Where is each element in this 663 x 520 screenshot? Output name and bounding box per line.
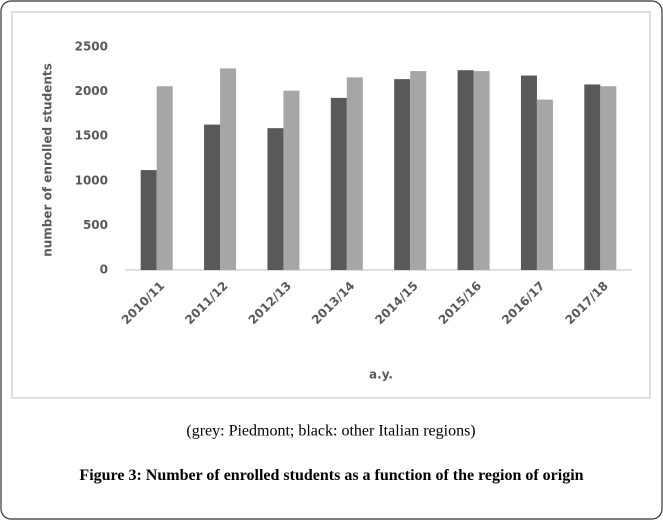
y-tick-label: 1000 xyxy=(75,173,108,187)
bar xyxy=(140,170,157,270)
bar xyxy=(457,70,474,270)
y-tick-label: 500 xyxy=(83,218,108,232)
bar xyxy=(156,86,173,270)
y-tick-label: 2500 xyxy=(75,40,108,54)
bar xyxy=(473,71,490,270)
bar xyxy=(220,68,237,271)
bar xyxy=(536,99,553,271)
figure-caption: Figure 3: Number of enrolled students as… xyxy=(79,467,584,484)
caption-box: Figure 3: Number of enrolled students as… xyxy=(79,467,584,484)
bar xyxy=(346,77,363,270)
bar xyxy=(520,75,537,270)
bar xyxy=(267,128,284,270)
bar xyxy=(283,90,300,270)
y-axis-title: number of enrolled students xyxy=(41,63,55,257)
bar xyxy=(394,79,411,270)
chart-note: (grey: Piedmont; black: other Italian re… xyxy=(186,423,475,440)
bar xyxy=(330,97,347,271)
bar xyxy=(584,84,601,271)
y-tick-label: 2000 xyxy=(75,84,108,98)
bar xyxy=(600,86,617,270)
bar xyxy=(204,124,221,270)
bar xyxy=(410,71,427,270)
y-tick-label: 0 xyxy=(100,263,108,277)
x-axis-title: a.y. xyxy=(369,368,393,382)
y-tick-label: 1500 xyxy=(75,129,108,143)
